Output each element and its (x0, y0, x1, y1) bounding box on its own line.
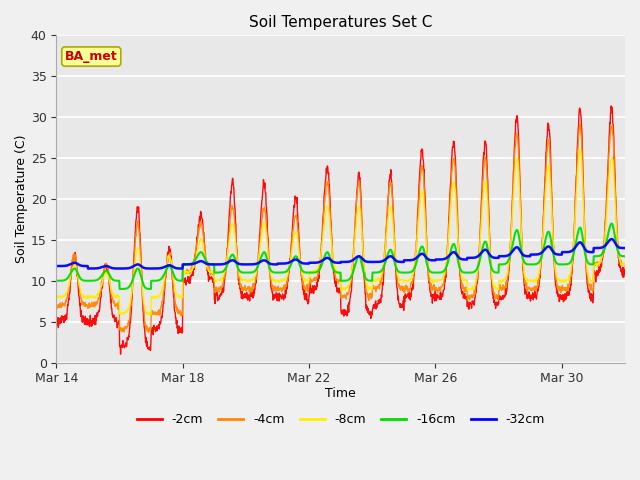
X-axis label: Time: Time (325, 387, 356, 400)
Title: Soil Temperatures Set C: Soil Temperatures Set C (249, 15, 433, 30)
Y-axis label: Soil Temperature (C): Soil Temperature (C) (15, 135, 28, 263)
Legend: -2cm, -4cm, -8cm, -16cm, -32cm: -2cm, -4cm, -8cm, -16cm, -32cm (131, 408, 550, 431)
Text: BA_met: BA_met (65, 50, 118, 63)
